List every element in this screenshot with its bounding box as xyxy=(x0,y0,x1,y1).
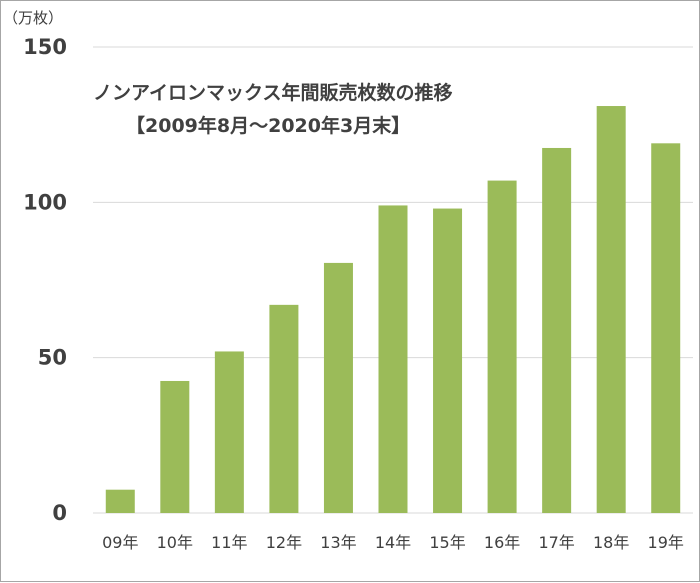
bar xyxy=(596,106,626,513)
bar xyxy=(433,208,463,513)
x-tick-label: 17年 xyxy=(538,533,574,552)
x-tick-label: 19年 xyxy=(648,533,684,552)
x-tick-label: 15年 xyxy=(429,533,465,552)
bar xyxy=(487,180,517,513)
x-tick-label: 10年 xyxy=(157,533,193,552)
x-tick-label: 12年 xyxy=(266,533,302,552)
x-tick-label: 16年 xyxy=(484,533,520,552)
y-unit-label: （万枚） xyxy=(3,9,63,27)
bar xyxy=(651,143,681,513)
x-tick-label: 11年 xyxy=(211,533,247,552)
x-tick-label: 09年 xyxy=(102,533,138,552)
bar xyxy=(269,304,299,513)
bar xyxy=(214,351,244,513)
bar xyxy=(378,205,408,513)
chart-title: ノンアイロンマックス年間販売枚数の推移 xyxy=(93,81,452,104)
x-tick-label: 13年 xyxy=(320,533,356,552)
y-tick-label: 0 xyxy=(52,501,67,525)
x-tick-label: 14年 xyxy=(375,533,411,552)
y-tick-label: 150 xyxy=(23,35,67,59)
bar xyxy=(542,147,572,513)
bar xyxy=(105,489,135,513)
x-tick-label: 18年 xyxy=(593,533,629,552)
bar xyxy=(160,380,190,513)
y-tick-label: 50 xyxy=(38,346,67,370)
bar xyxy=(323,262,353,513)
y-tick-label: 100 xyxy=(23,190,67,214)
chart-subtitle: 【2009年8月～2020年3月末】 xyxy=(126,114,410,137)
